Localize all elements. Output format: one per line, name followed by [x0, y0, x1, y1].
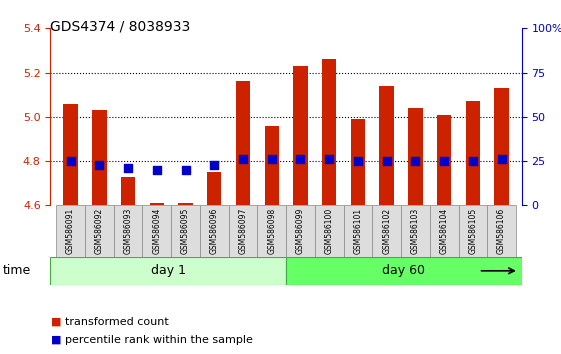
Bar — [322, 59, 337, 205]
Text: GSM586091: GSM586091 — [66, 208, 75, 254]
FancyBboxPatch shape — [85, 205, 114, 257]
FancyBboxPatch shape — [401, 205, 430, 257]
Point — [325, 156, 334, 162]
FancyBboxPatch shape — [315, 205, 343, 257]
Point — [95, 162, 104, 168]
FancyBboxPatch shape — [488, 205, 516, 257]
Text: day 60: day 60 — [383, 264, 425, 277]
Point — [440, 158, 449, 164]
FancyBboxPatch shape — [142, 205, 171, 257]
Bar — [150, 203, 164, 205]
Point — [497, 156, 506, 162]
Text: GSM586097: GSM586097 — [238, 208, 247, 254]
Text: GSM586100: GSM586100 — [325, 208, 334, 254]
Text: GSM586098: GSM586098 — [267, 208, 276, 254]
Bar — [379, 86, 394, 205]
Text: day 1: day 1 — [151, 264, 186, 277]
Bar — [207, 172, 222, 205]
Text: time: time — [3, 264, 31, 277]
Point — [210, 162, 219, 168]
Text: GSM586092: GSM586092 — [95, 208, 104, 254]
Text: GSM586094: GSM586094 — [152, 208, 162, 254]
FancyBboxPatch shape — [286, 205, 315, 257]
Point — [181, 167, 190, 173]
Text: GSM586102: GSM586102 — [382, 208, 391, 254]
FancyBboxPatch shape — [171, 205, 200, 257]
Text: GSM586105: GSM586105 — [468, 208, 477, 254]
FancyBboxPatch shape — [200, 205, 229, 257]
FancyBboxPatch shape — [430, 205, 458, 257]
Text: GSM586103: GSM586103 — [411, 208, 420, 254]
Bar — [63, 104, 78, 205]
Text: GSM586099: GSM586099 — [296, 208, 305, 254]
Text: GDS4374 / 8038933: GDS4374 / 8038933 — [50, 19, 191, 34]
FancyBboxPatch shape — [114, 205, 142, 257]
Text: ■: ■ — [50, 335, 61, 345]
Bar — [178, 203, 193, 205]
FancyBboxPatch shape — [373, 205, 401, 257]
Bar — [121, 177, 135, 205]
Point — [238, 156, 247, 162]
Bar — [466, 101, 480, 205]
Bar — [236, 81, 250, 205]
FancyBboxPatch shape — [50, 257, 286, 285]
Text: percentile rank within the sample: percentile rank within the sample — [65, 335, 252, 345]
FancyBboxPatch shape — [229, 205, 257, 257]
Text: transformed count: transformed count — [65, 317, 168, 327]
Text: GSM586093: GSM586093 — [123, 208, 132, 254]
Text: ■: ■ — [50, 317, 61, 327]
FancyBboxPatch shape — [56, 205, 85, 257]
FancyBboxPatch shape — [458, 205, 488, 257]
Point — [66, 158, 75, 164]
FancyBboxPatch shape — [257, 205, 286, 257]
Text: GSM586101: GSM586101 — [353, 208, 362, 254]
Point — [123, 165, 132, 171]
Bar — [437, 115, 452, 205]
Bar — [494, 88, 509, 205]
Point — [153, 167, 162, 173]
Bar — [293, 66, 307, 205]
FancyBboxPatch shape — [286, 257, 522, 285]
Bar — [408, 108, 422, 205]
Text: GSM586095: GSM586095 — [181, 208, 190, 254]
Bar — [351, 119, 365, 205]
Point — [353, 158, 362, 164]
FancyBboxPatch shape — [343, 205, 373, 257]
Text: GSM586106: GSM586106 — [497, 208, 506, 254]
Point — [468, 158, 477, 164]
Point — [382, 158, 391, 164]
Point — [296, 156, 305, 162]
Point — [267, 156, 276, 162]
Text: GSM586104: GSM586104 — [440, 208, 449, 254]
Text: GSM586096: GSM586096 — [210, 208, 219, 254]
Bar — [92, 110, 107, 205]
Bar — [265, 126, 279, 205]
Point — [411, 158, 420, 164]
